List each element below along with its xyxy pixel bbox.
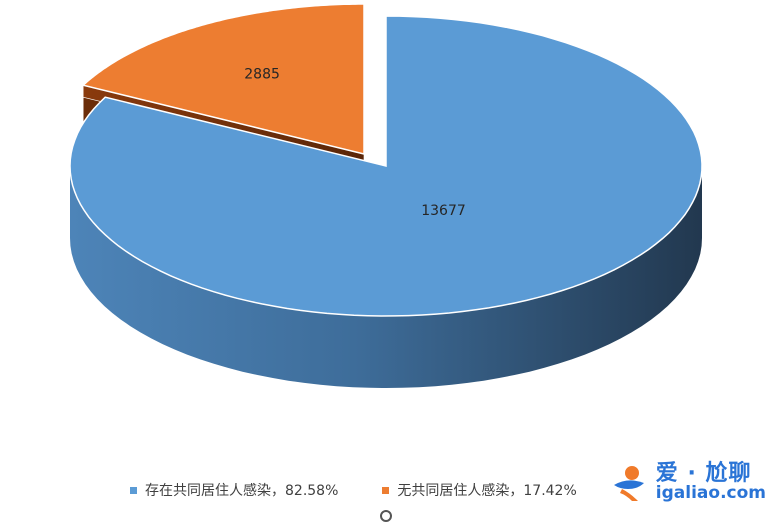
legend-label-no-shared-residence: 无共同居住人感染，17.42% (397, 483, 577, 499)
pie-slice-side-shared-residence (70, 166, 702, 388)
watermark-brand: 爱 · 尬聊 (655, 461, 752, 487)
data-label-no-shared-residence: 2885 (244, 67, 280, 83)
legend-swatch-blue (130, 486, 137, 494)
mascot-icon (613, 465, 644, 501)
watermark-logo: 爱 · 尬聊 igaliao.com (608, 462, 766, 503)
chart-legend: 存在共同居住人感染，82.58% 无共同居住人感染，17.42% (130, 480, 577, 500)
legend-item-shared-residence: 存在共同居住人感染，82.58% (130, 480, 338, 500)
data-label-shared-residence: 13677 (421, 203, 466, 219)
legend-item-no-shared-residence: 无共同居住人感染，17.42% (382, 480, 577, 500)
bottom-marker-icon (380, 510, 392, 522)
watermark-domain: igaliao.com (655, 483, 766, 504)
legend-swatch-orange (382, 486, 390, 494)
legend-label-shared-residence: 存在共同居住人感染，82.58% (145, 483, 339, 499)
pie-slice-no-shared-residence (81, 3, 365, 155)
pie-slice-shared-residence (69, 15, 703, 317)
